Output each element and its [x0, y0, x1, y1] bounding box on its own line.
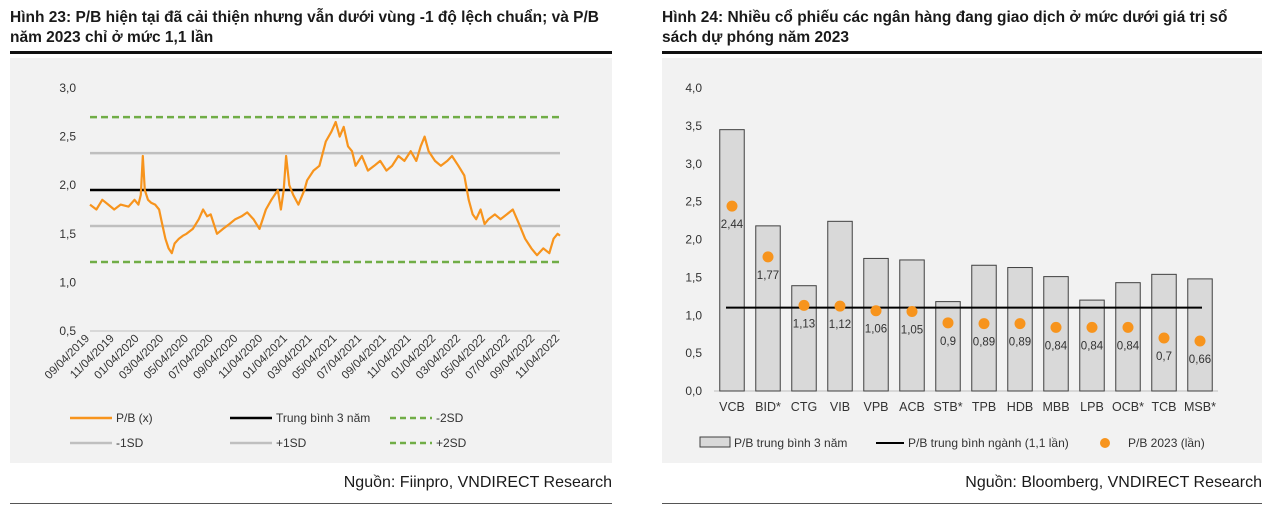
- pb2023-data-label: 0,7: [1156, 351, 1172, 363]
- category-label: HDB: [1007, 400, 1033, 414]
- pb2023-point: [1050, 321, 1062, 333]
- legend-swatch-bar: [699, 436, 731, 448]
- pb2023-data-label: 0,89: [1009, 337, 1031, 349]
- legend-swatch-dot: [1100, 438, 1110, 448]
- category-label: MBB: [1042, 400, 1069, 414]
- legend-label: P/B trung bình 3 năm: [734, 436, 847, 450]
- category-label: VIB: [830, 400, 850, 414]
- legend-label: Trung bình 3 năm: [276, 411, 370, 425]
- category-label: STB*: [933, 400, 962, 414]
- pb2023-data-label: 1,06: [865, 324, 887, 336]
- category-label: BID*: [755, 400, 781, 414]
- bar-avg-pb: [719, 129, 745, 392]
- left-source-note: Nguồn: Fiinpro, VNDIRECT Research: [343, 474, 612, 491]
- pb2023-point: [834, 300, 846, 312]
- y-tick-label: 3,0: [59, 81, 76, 95]
- right-figure-title: Hình 24: Nhiều cổ phiếu các ngân hàng đa…: [662, 9, 1228, 46]
- legend-label: -2SD: [436, 411, 464, 425]
- pb2023-point: [1122, 321, 1134, 333]
- left-figure-panel: Hình 23: P/B hiện tại đã cải thiện nhưng…: [10, 0, 612, 515]
- bar-avg-pb: [1007, 267, 1033, 392]
- legend-label: P/B (x): [116, 411, 153, 425]
- legend-label: P/B trung bình ngành (1,1 lần): [908, 436, 1069, 450]
- pb2023-point: [1158, 332, 1170, 344]
- pb2023-data-label: 1,12: [829, 319, 851, 331]
- right-source-note: Nguồn: Bloomberg, VNDIRECT Research: [965, 474, 1262, 491]
- y-tick-label: 1,5: [685, 270, 702, 284]
- pb2023-data-label: 1,05: [901, 324, 923, 336]
- pb2023-data-label: 0,89: [973, 337, 995, 349]
- pb2023-point: [906, 305, 918, 317]
- bank-pb-bar-chart: 0,0 0,5 1,0 1,5 2,0 2,5 3,0 3,5 4,0 2,44 1,77 1,13 1…: [685, 81, 1218, 450]
- pb2023-data-label: 0,66: [1189, 354, 1211, 366]
- pb2023-point: [762, 251, 774, 263]
- y-tick-label: 2,5: [685, 195, 702, 209]
- bar-avg-pb: [971, 264, 997, 392]
- bar-avg-pb: [863, 257, 889, 392]
- category-label: TPB: [972, 400, 996, 414]
- pb2023-data-label: 0,84: [1045, 340, 1068, 352]
- pb2023-data-label: 0,84: [1117, 340, 1140, 352]
- y-tick-label: 2,0: [59, 178, 76, 192]
- pb2023-point: [978, 318, 990, 330]
- right-title-rule: [662, 51, 1262, 54]
- legend-label: +1SD: [276, 436, 307, 450]
- category-label: VPB: [863, 400, 888, 414]
- bar-avg-pb: [1079, 299, 1105, 392]
- legend-label: P/B 2023 (lần): [1128, 436, 1205, 450]
- pb2023-data-label: 1,13: [793, 318, 815, 330]
- pb-series-line: [89, 120, 561, 257]
- y-tick-label: 1,0: [685, 308, 702, 322]
- category-label: VCB: [719, 400, 745, 414]
- pb2023-point: [870, 305, 882, 317]
- bar-avg-pb: [1115, 282, 1141, 392]
- legend-label: +2SD: [436, 436, 467, 450]
- pb2023-point: [1086, 321, 1098, 333]
- y-tick-label: 2,0: [685, 233, 702, 247]
- y-tick-label: 0,5: [59, 324, 76, 338]
- right-figure-panel: Hình 24: Nhiều cổ phiếu các ngân hàng đa…: [662, 0, 1262, 515]
- y-tick-label: 4,0: [685, 81, 702, 95]
- pb2023-point: [726, 200, 738, 212]
- bar-avg-pb: [899, 259, 925, 392]
- category-label: ACB: [899, 400, 925, 414]
- pb2023-data-label: 0,9: [940, 336, 956, 348]
- y-tick-label: 1,0: [59, 275, 76, 289]
- pb2023-data-label: 2,44: [721, 219, 744, 231]
- y-tick-label: 2,5: [59, 130, 76, 144]
- pb2023-point: [1194, 335, 1206, 347]
- pb2023-data-label: 1,77: [757, 270, 779, 282]
- category-label: OCB*: [1112, 400, 1144, 414]
- legend-label: -1SD: [116, 436, 144, 450]
- pb2023-point: [798, 299, 810, 311]
- bar-avg-pb: [935, 301, 961, 392]
- right-chart-area: 0,0 0,5 1,0 1,5 2,0 2,5 3,0 3,5 4,0 2,44 1,77 1,13 1…: [662, 58, 1262, 463]
- bar-avg-pb: [1043, 276, 1069, 392]
- bar-avg-pb: [1187, 278, 1213, 392]
- left-figure-title: Hình 23: P/B hiện tại đã cải thiện nhưng…: [10, 9, 599, 46]
- category-label: CTG: [791, 400, 817, 414]
- left-bottom-rule: [10, 503, 612, 504]
- pb2023-point: [1014, 318, 1026, 330]
- category-label: MSB*: [1184, 400, 1216, 414]
- y-tick-label: 0,0: [685, 384, 702, 398]
- left-chart-area: 0,5 1,0 1,5 2,0 2,5 3,0 09/04/2019 11/04/2019 01…: [10, 58, 612, 463]
- pb2023-point: [942, 317, 954, 329]
- y-tick-label: 1,5: [59, 227, 76, 241]
- pb-history-line-chart: 0,51,01,52,02,53,009/04/201911/04/201901…: [43, 81, 562, 450]
- left-title-rule: [10, 51, 612, 54]
- category-label: TCB: [1152, 400, 1177, 414]
- y-tick-label: 3,5: [685, 119, 702, 133]
- y-tick-label: 0,5: [685, 346, 702, 360]
- pb2023-data-label: 0,84: [1081, 340, 1104, 352]
- category-label: LPB: [1080, 400, 1104, 414]
- y-tick-label: 3,0: [685, 157, 702, 171]
- right-bottom-rule: [662, 503, 1262, 504]
